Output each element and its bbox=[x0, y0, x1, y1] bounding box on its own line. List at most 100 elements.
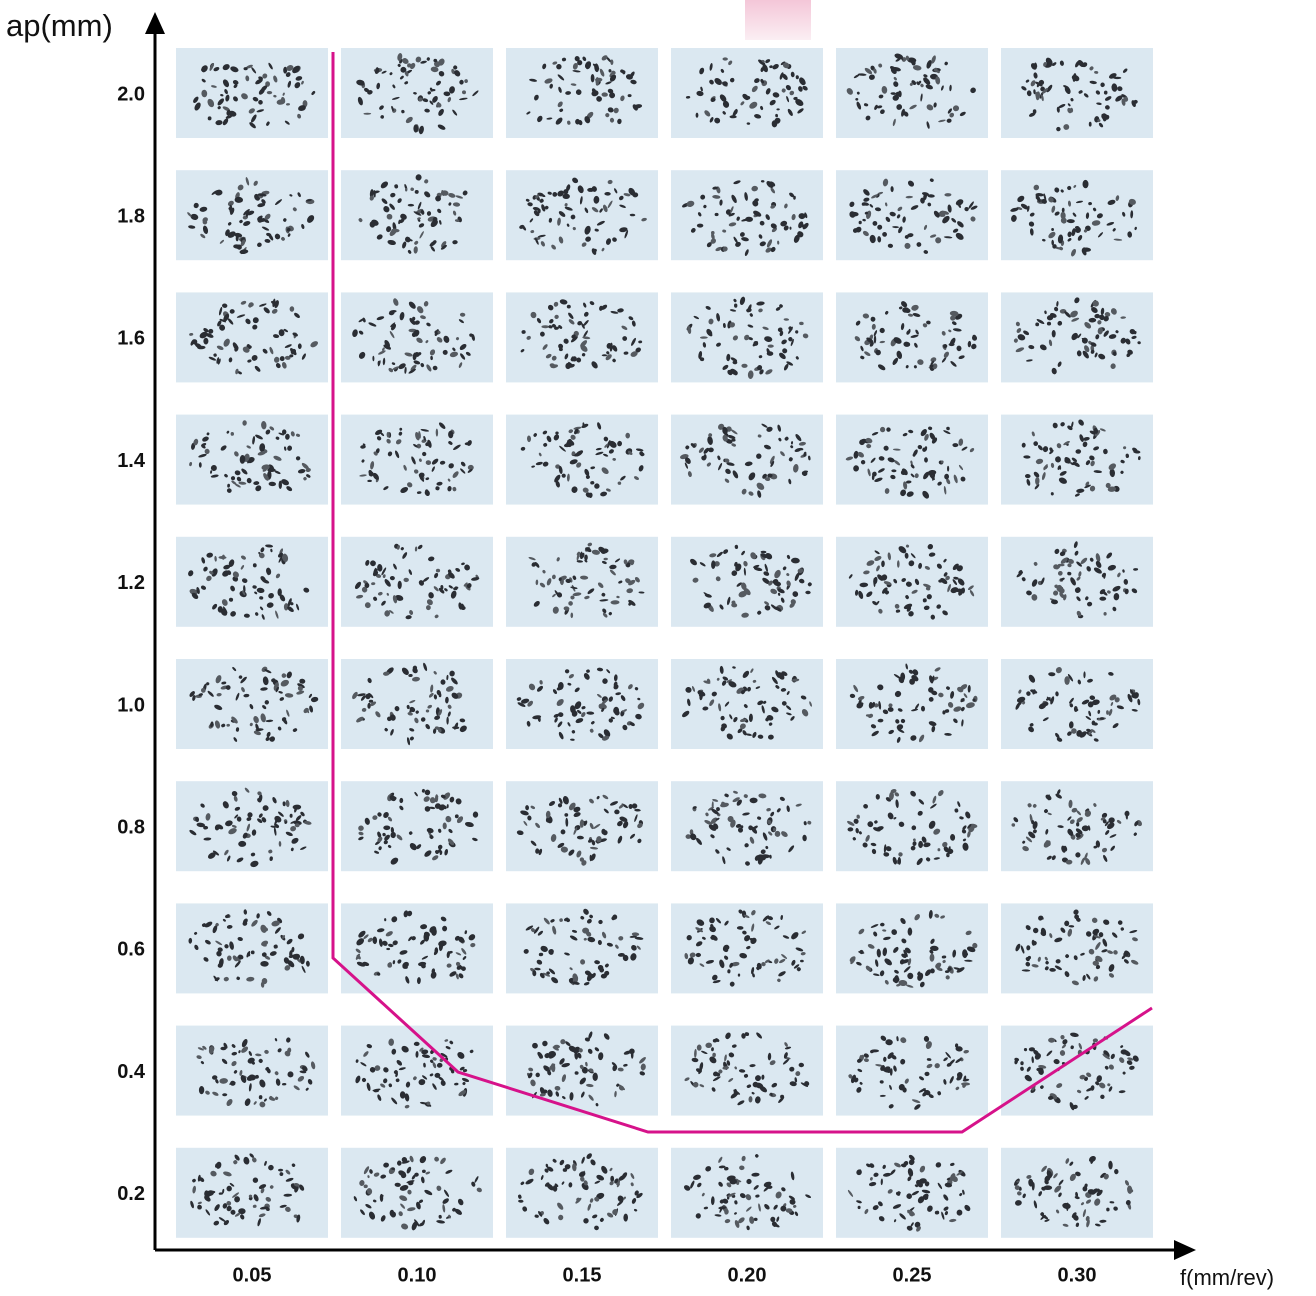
chip bbox=[876, 105, 883, 109]
photo-background bbox=[506, 414, 658, 505]
chip bbox=[901, 57, 907, 62]
top-tab bbox=[745, 0, 811, 40]
chip bbox=[397, 63, 401, 67]
chip-photo bbox=[506, 1147, 658, 1238]
photo-background bbox=[1001, 170, 1153, 261]
x-tick-label: 0.20 bbox=[728, 1264, 767, 1286]
chip bbox=[895, 58, 901, 62]
chip bbox=[572, 62, 578, 70]
chip bbox=[1059, 60, 1064, 66]
chip bbox=[797, 108, 804, 114]
photo-background bbox=[1001, 48, 1153, 138]
chip-photo bbox=[671, 1025, 823, 1116]
chip bbox=[258, 76, 263, 81]
chip bbox=[258, 100, 263, 105]
chip bbox=[256, 109, 265, 113]
chip bbox=[232, 80, 239, 85]
chip bbox=[630, 79, 637, 85]
chip bbox=[782, 73, 788, 80]
chip bbox=[607, 88, 614, 94]
chip bbox=[907, 927, 913, 936]
chip bbox=[746, 122, 751, 125]
chip bbox=[1095, 90, 1101, 95]
chip bbox=[283, 66, 288, 74]
chip bbox=[217, 106, 221, 110]
chip bbox=[901, 108, 905, 117]
chip-photo bbox=[1001, 781, 1153, 872]
chip bbox=[295, 76, 303, 81]
chip bbox=[896, 104, 903, 110]
chip bbox=[215, 120, 223, 126]
chip-photo bbox=[671, 659, 823, 749]
chip bbox=[878, 94, 884, 99]
chip bbox=[301, 80, 304, 85]
y-tick-label: 1.6 bbox=[117, 328, 145, 350]
chip bbox=[1094, 70, 1099, 74]
chip bbox=[740, 101, 745, 106]
chip bbox=[237, 184, 244, 191]
chip bbox=[728, 60, 733, 66]
chip bbox=[413, 124, 419, 133]
chip bbox=[890, 66, 897, 71]
chip bbox=[392, 84, 396, 89]
chip bbox=[1045, 57, 1053, 66]
chip bbox=[404, 71, 409, 77]
chip bbox=[230, 66, 239, 73]
chip-photo bbox=[671, 170, 823, 261]
photo-background bbox=[341, 170, 493, 261]
chip bbox=[567, 120, 571, 125]
chip bbox=[1081, 825, 1089, 832]
chip bbox=[890, 92, 897, 95]
chip bbox=[771, 120, 778, 128]
chip bbox=[772, 92, 780, 98]
chip bbox=[257, 242, 262, 248]
chip bbox=[225, 229, 230, 237]
chip-photo bbox=[1001, 659, 1153, 749]
chip bbox=[222, 118, 229, 126]
chip bbox=[217, 98, 225, 106]
chip bbox=[285, 72, 291, 78]
chip bbox=[559, 108, 564, 112]
chip bbox=[1111, 83, 1118, 92]
chip bbox=[472, 90, 479, 97]
chip bbox=[376, 82, 381, 90]
chip-photo bbox=[1001, 1025, 1153, 1116]
chip bbox=[1035, 81, 1043, 87]
chip bbox=[789, 90, 795, 96]
chip bbox=[306, 199, 312, 202]
chip bbox=[383, 825, 391, 831]
chip bbox=[251, 114, 257, 123]
chip bbox=[710, 97, 716, 102]
chip bbox=[575, 89, 582, 96]
chip-photo bbox=[341, 1025, 493, 1116]
chip bbox=[627, 94, 632, 98]
chip bbox=[1043, 62, 1047, 67]
chip bbox=[601, 92, 608, 97]
chip bbox=[557, 101, 563, 108]
chip bbox=[227, 200, 234, 207]
chip bbox=[449, 86, 455, 94]
chip bbox=[222, 79, 230, 88]
chip-photo bbox=[836, 903, 988, 994]
chip-photo bbox=[1001, 536, 1153, 627]
chip bbox=[228, 110, 237, 117]
chip bbox=[765, 88, 771, 95]
chip bbox=[600, 72, 604, 76]
chip bbox=[865, 115, 871, 121]
chip bbox=[1133, 99, 1138, 104]
y-tick-label: 0.4 bbox=[117, 1061, 146, 1083]
photo-grid bbox=[176, 48, 1153, 1238]
chip bbox=[732, 108, 738, 117]
chip bbox=[613, 107, 619, 114]
y-tick-label: 0.8 bbox=[117, 816, 145, 838]
chip bbox=[1103, 90, 1108, 95]
chip-photo bbox=[341, 170, 493, 261]
chip bbox=[555, 117, 563, 125]
photo-background bbox=[671, 414, 823, 505]
chip-photo bbox=[176, 659, 328, 749]
chip bbox=[1101, 113, 1105, 121]
chip bbox=[283, 218, 287, 222]
chip bbox=[864, 67, 873, 75]
chip bbox=[1105, 105, 1110, 110]
chip bbox=[201, 89, 208, 98]
